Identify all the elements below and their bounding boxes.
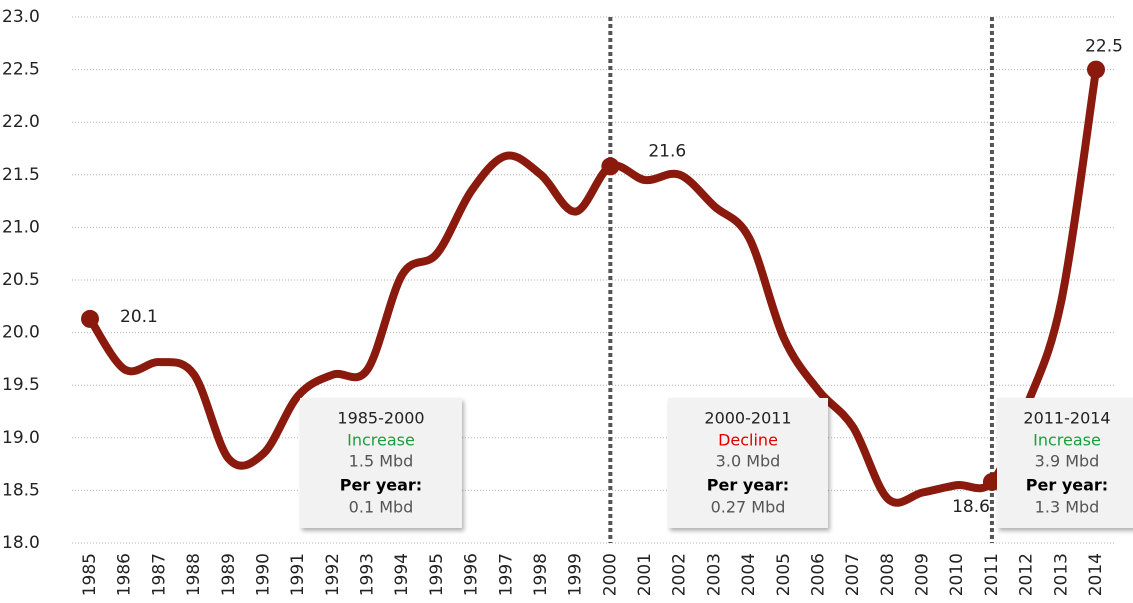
x-tick-label: 2001 [635, 553, 655, 596]
x-tick-label: 1995 [427, 553, 447, 596]
x-tick-label: 2011 [982, 553, 1002, 596]
x-tick-label: 1993 [358, 553, 378, 596]
y-tick-label: 21.0 [2, 217, 40, 237]
x-tick-label: 2009 [913, 553, 933, 596]
x-tick-label: 2005 [774, 553, 794, 596]
box-per-year-label: Per year: [707, 476, 789, 495]
box-per-year-label: Per year: [340, 476, 422, 495]
box-total: 3.9 Mbd [1035, 452, 1100, 471]
box-trend: Increase [1033, 431, 1101, 450]
x-tick-label: 2007 [843, 553, 863, 596]
data-label: 18.6 [952, 497, 990, 517]
x-tick-label: 2014 [1086, 553, 1106, 596]
point-marker [1087, 60, 1105, 79]
x-tick-label: 1991 [288, 553, 308, 596]
box-total: 1.5 Mbd [349, 452, 414, 471]
x-tick-label: 2013 [1051, 553, 1071, 596]
y-tick-label: 18.0 [2, 533, 40, 553]
y-tick-label: 21.5 [2, 165, 40, 185]
point-marker [982, 472, 1001, 491]
box-trend: Decline [718, 431, 778, 450]
x-tick-label: 1989 [219, 553, 239, 596]
annotation-box [668, 398, 828, 528]
x-tick-label: 1998 [531, 553, 551, 596]
y-tick-label: 19.0 [2, 428, 40, 448]
data-label: 22.5 [1085, 37, 1123, 57]
x-tick-label: 1988 [184, 553, 204, 596]
box-period: 1985-2000 [337, 409, 424, 428]
x-tick-label: 2000 [600, 553, 620, 596]
annotation-box [997, 398, 1133, 528]
x-tick-label: 1996 [462, 553, 482, 596]
x-tick-label: 2002 [670, 553, 690, 596]
y-tick-label: 22.0 [2, 112, 40, 132]
y-tick-label: 19.5 [2, 375, 40, 395]
y-tick-label: 20.0 [2, 323, 40, 343]
data-label: 20.1 [120, 307, 158, 327]
box-total: 3.0 Mbd [716, 452, 781, 471]
y-tick-label: 23.0 [2, 7, 40, 27]
box-period: 2011-2014 [1023, 409, 1110, 428]
x-tick-label: 2004 [739, 553, 759, 596]
point-marker [601, 157, 620, 176]
x-tick-label: 1997 [496, 553, 516, 596]
x-tick-label: 1990 [253, 553, 273, 596]
x-tick-label: 1994 [392, 553, 412, 596]
x-tick-label: 2003 [704, 553, 724, 596]
x-tick-label: 1999 [566, 553, 586, 596]
box-per-year-label: Per year: [1026, 476, 1108, 495]
y-tick-label: 18.5 [2, 480, 40, 500]
y-tick-label: 22.5 [2, 60, 40, 80]
x-tick-label: 2010 [947, 553, 967, 596]
data-label: 21.6 [648, 141, 686, 161]
box-period: 2000-2011 [704, 409, 791, 428]
box-trend: Increase [347, 431, 415, 450]
box-per-year: 0.27 Mbd [711, 498, 786, 517]
x-tick-label: 2006 [808, 553, 828, 596]
x-tick-label: 1992 [323, 553, 343, 596]
box-per-year: 1.3 Mbd [1035, 498, 1100, 517]
x-tick-label: 1986 [115, 553, 135, 596]
y-tick-label: 20.5 [2, 270, 40, 290]
x-tick-label: 2008 [878, 553, 898, 596]
x-tick-label: 1985 [80, 553, 100, 596]
box-per-year: 0.1 Mbd [349, 498, 414, 517]
point-marker [81, 309, 99, 328]
x-tick-label: 1987 [149, 553, 169, 596]
annotation-box [300, 398, 462, 528]
x-tick-label: 2012 [1017, 553, 1037, 596]
